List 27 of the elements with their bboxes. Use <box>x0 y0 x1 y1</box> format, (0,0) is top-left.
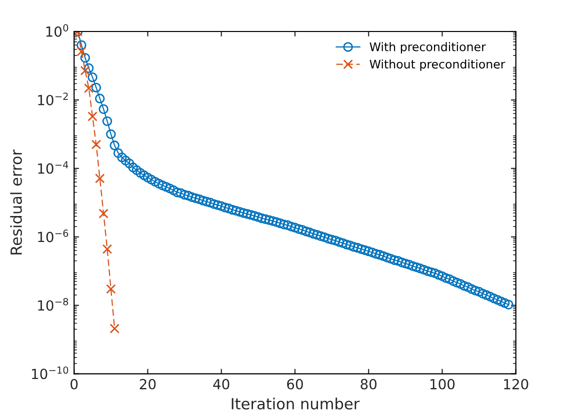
point <box>88 112 98 122</box>
x-tick-label: 100 <box>430 378 455 390</box>
point <box>110 324 120 334</box>
point <box>80 66 90 76</box>
x-tick-label: 60 <box>287 378 303 390</box>
x-tick-label: 40 <box>213 378 230 390</box>
y-axis-title: Residual error <box>10 149 22 254</box>
point <box>102 244 112 254</box>
x-tick-label: 0 <box>70 378 78 390</box>
point <box>106 284 116 294</box>
x-tick-label: 20 <box>140 378 156 390</box>
point <box>95 174 105 184</box>
point <box>98 208 108 218</box>
y-tick-label: 10$^{−2}$ <box>38 92 68 106</box>
y-tick-label: 10$^{−4}$ <box>38 161 68 174</box>
y-tick-label: 10$^{−6}$ <box>38 230 68 242</box>
x-axis-title: Iteration number <box>232 398 360 410</box>
y-tick-label: 10$^{−10}$ <box>32 366 68 380</box>
x-tick-label: 120 <box>504 378 528 390</box>
legend-label: Without preconditioner <box>370 59 506 71</box>
point <box>76 46 86 56</box>
point <box>91 140 102 150</box>
legend-label: With preconditioner <box>370 42 486 54</box>
y-tick-label: 10$^{−8}$ <box>38 298 68 311</box>
y-tick-label: 10$^{0}$ <box>46 24 68 37</box>
point <box>84 83 94 94</box>
x-tick-label: 80 <box>360 378 377 390</box>
